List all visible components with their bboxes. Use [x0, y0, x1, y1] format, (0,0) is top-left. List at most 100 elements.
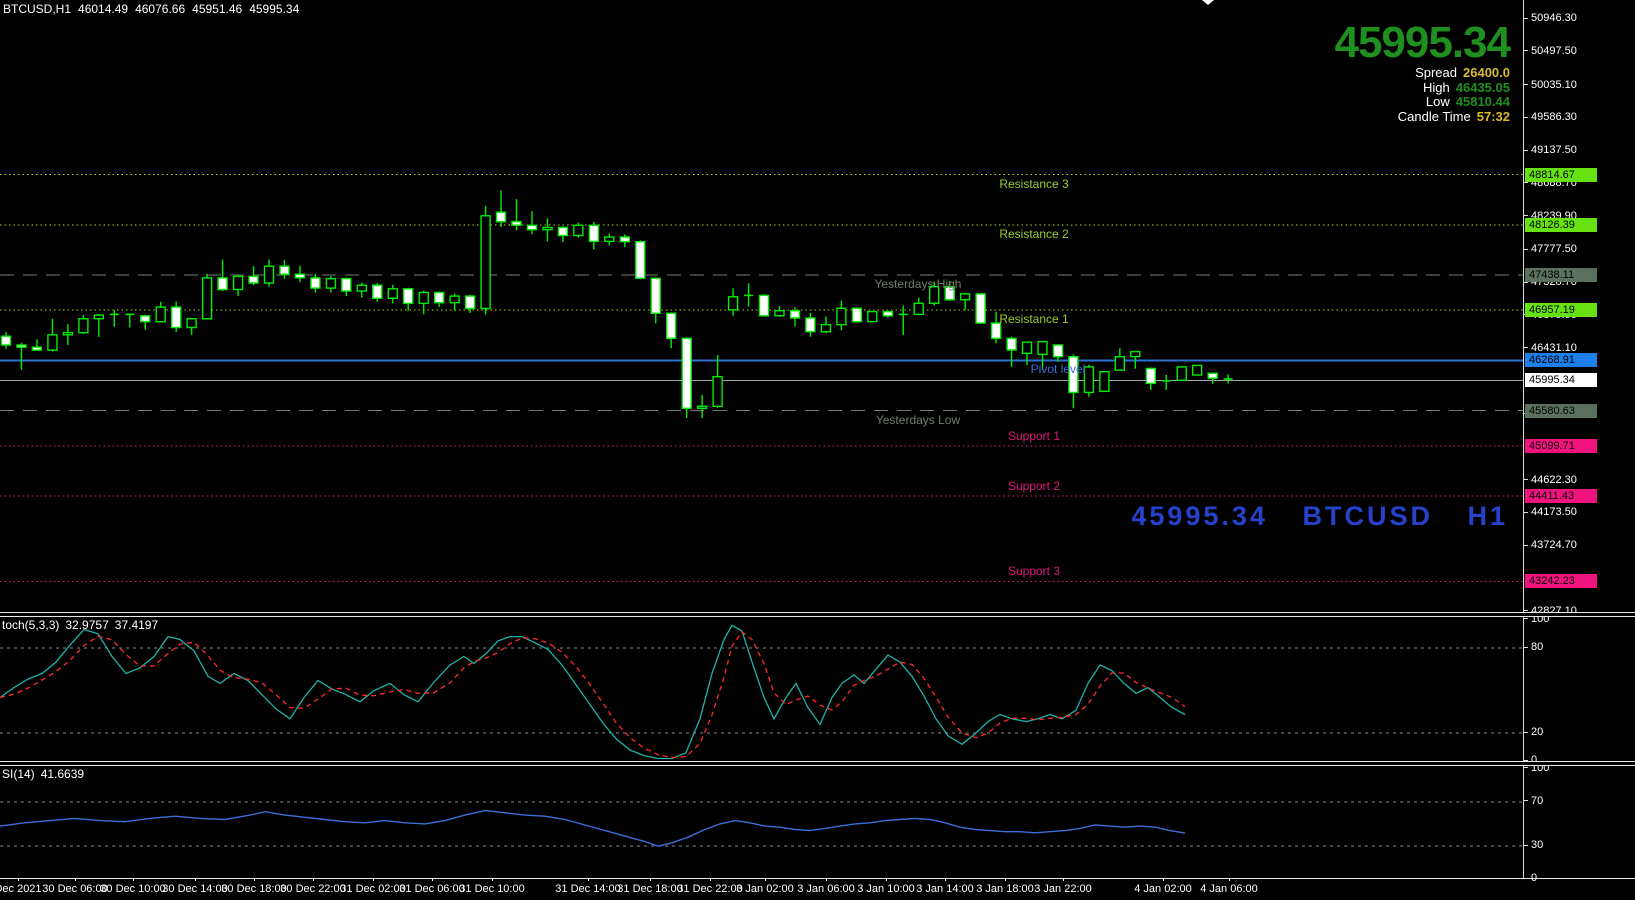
axis-tick-label: 20 [1524, 726, 1543, 738]
time-label: 3 Jan 06:00 [797, 883, 855, 895]
time-tick [432, 878, 433, 881]
price-badge-yesterdays-high: 47438.11 [1525, 268, 1597, 283]
time-tick [254, 878, 255, 881]
quote-row-label: High [1423, 79, 1450, 95]
object-anchor-marker [1202, 0, 1214, 5]
time-tick [1163, 878, 1164, 881]
time-tick [886, 878, 887, 881]
time-tick [650, 878, 651, 881]
axis-tick-label: 44622.30 [1524, 474, 1577, 486]
time-label: 31 Dec 14:00 [555, 883, 621, 895]
time-label: 31 Dec 02:00 [340, 883, 406, 895]
axis-tick-label: 50035.10 [1524, 79, 1577, 91]
price-badge-support-3: 43242.23 [1525, 574, 1597, 589]
time-label: 3 Jan 02:00 [736, 883, 794, 895]
time-label: 3 Jan 22:00 [1034, 883, 1092, 895]
time-tick [1063, 878, 1064, 881]
ohlc-readout: BTCUSD,H1 46014.49 46076.66 45951.46 45995.3… [3, 2, 306, 16]
quote-row-label: Candle Time [1397, 108, 1471, 124]
quote-rows: Spread 26400.0 High 46435.05 Low 45810.44 Cand… [1334, 65, 1510, 125]
quote-row: High 46435.05 [1334, 79, 1510, 96]
axis-tick-label: 50946.30 [1524, 12, 1577, 24]
quote-row-label: Low [1425, 94, 1450, 109]
time-label: 30 Dec 18:00 [221, 883, 287, 895]
axis-tick-label: 50497.50 [1524, 45, 1577, 57]
stochastic-d-value: 37.4197 [114, 618, 159, 632]
current-price-display: 45995.34 [1334, 18, 1511, 67]
time-label: 3 Jan 14:00 [916, 883, 974, 895]
price-badge-support-1: 45099.71 [1525, 438, 1597, 453]
watermark-timeframe: H1 [1467, 501, 1508, 531]
time-label: 4 Jan 06:00 [1200, 883, 1258, 895]
axis-tick-label: 46431.10 [1524, 342, 1577, 354]
quote-row-value: 46435.05 [1455, 79, 1510, 95]
time-axis-separator [0, 878, 1635, 879]
ohlc-open: 46014.49 [78, 2, 129, 16]
axis-tick-label: 49586.30 [1524, 111, 1577, 123]
time-tick [1229, 878, 1230, 881]
time-tick [826, 878, 827, 881]
quote-row-value: 26400.0 [1463, 65, 1510, 80]
time-tick [373, 878, 374, 881]
axis-tick-label: 30 [1524, 839, 1543, 851]
time-label: 4 Jan 02:00 [1134, 883, 1192, 895]
price-badge-resistance-3: 48814.67 [1525, 167, 1597, 182]
time-label: 3 Jan 10:00 [857, 883, 915, 895]
time-tick [133, 878, 134, 881]
axis-tick-label: 47777.50 [1524, 243, 1577, 255]
ohlc-symbol: BTCUSD,H1 [3, 2, 72, 16]
quote-row: Low 45810.44 [1334, 94, 1510, 110]
axis-tick-label: 70 [1524, 795, 1543, 807]
rsi-value: 41.6639 [40, 767, 85, 781]
quote-info-panel: 45995.34 Spread 26400.0 High 46435.05 Low 458… [1334, 18, 1511, 125]
rsi-title: SI(14) [2, 767, 35, 781]
time-tick [588, 878, 589, 881]
time-label: 30 Dec 06:00 [42, 883, 108, 895]
ohlc-low: 45951.46 [192, 2, 243, 16]
time-tick [945, 878, 946, 881]
price-axis[interactable]: 50946.30 50497.50 50035.10 49586.30 49137.50… [1524, 0, 1635, 884]
panel-separator-rsi[interactable] [0, 761, 1635, 766]
time-tick [195, 878, 196, 881]
time-tick [18, 878, 19, 881]
time-label: 3 Jan 18:00 [976, 883, 1034, 895]
chart-watermark: 45995.34 BTCUSD H1 [1131, 501, 1508, 532]
quote-row-value: 45810.44 [1455, 94, 1510, 109]
ohlc-high: 46076.66 [135, 2, 186, 16]
time-tick [710, 878, 711, 881]
axis-tick-label: 49137.50 [1524, 144, 1577, 156]
time-label: 31 Dec 06:00 [399, 883, 465, 895]
time-tick [313, 878, 314, 881]
time-tick [492, 878, 493, 881]
time-label: 31 Dec 10:00 [459, 883, 525, 895]
time-label: 30 Dec 22:00 [280, 883, 346, 895]
stochastic-k-value: 32.9757 [65, 618, 109, 632]
axis-tick-label: 0 [1524, 754, 1537, 766]
rsi-indicator-label: SI(14) 41.6639 [2, 767, 90, 781]
time-label: 31 Dec 22:00 [677, 883, 743, 895]
time-tick [765, 878, 766, 881]
watermark-symbol: BTCUSD [1302, 501, 1433, 531]
time-label: 30 Dec 10:00 [100, 883, 166, 895]
chart-canvas[interactable] [0, 0, 1523, 878]
time-label: 30 Dec 14:00 [162, 883, 228, 895]
axis-tick-label: 43724.70 [1524, 539, 1577, 551]
time-tick [75, 878, 76, 881]
quote-row: Candle Time 57:32 [1334, 108, 1510, 125]
time-tick [1005, 878, 1006, 881]
quote-row-value: 57:32 [1476, 108, 1510, 124]
price-badge-resistance-1: 46957.19 [1525, 303, 1597, 318]
price-axis-line [1523, 0, 1524, 878]
panel-separator-stochastic[interactable] [0, 612, 1635, 617]
quote-row-label: Spread [1415, 65, 1457, 80]
ohlc-close: 45995.34 [249, 2, 300, 16]
stochastic-title: toch(5,3,3) [2, 618, 60, 632]
time-label: 31 Dec 18:00 [617, 883, 683, 895]
stochastic-indicator-label: toch(5,3,3) 32.9757 37.4197 [2, 618, 164, 632]
axis-tick-label: 44173.50 [1524, 506, 1577, 518]
price-badge-support-2: 44411.43 [1525, 488, 1597, 503]
axis-tick-label: 80 [1524, 641, 1543, 653]
quote-row: Spread 26400.0 [1334, 65, 1510, 81]
